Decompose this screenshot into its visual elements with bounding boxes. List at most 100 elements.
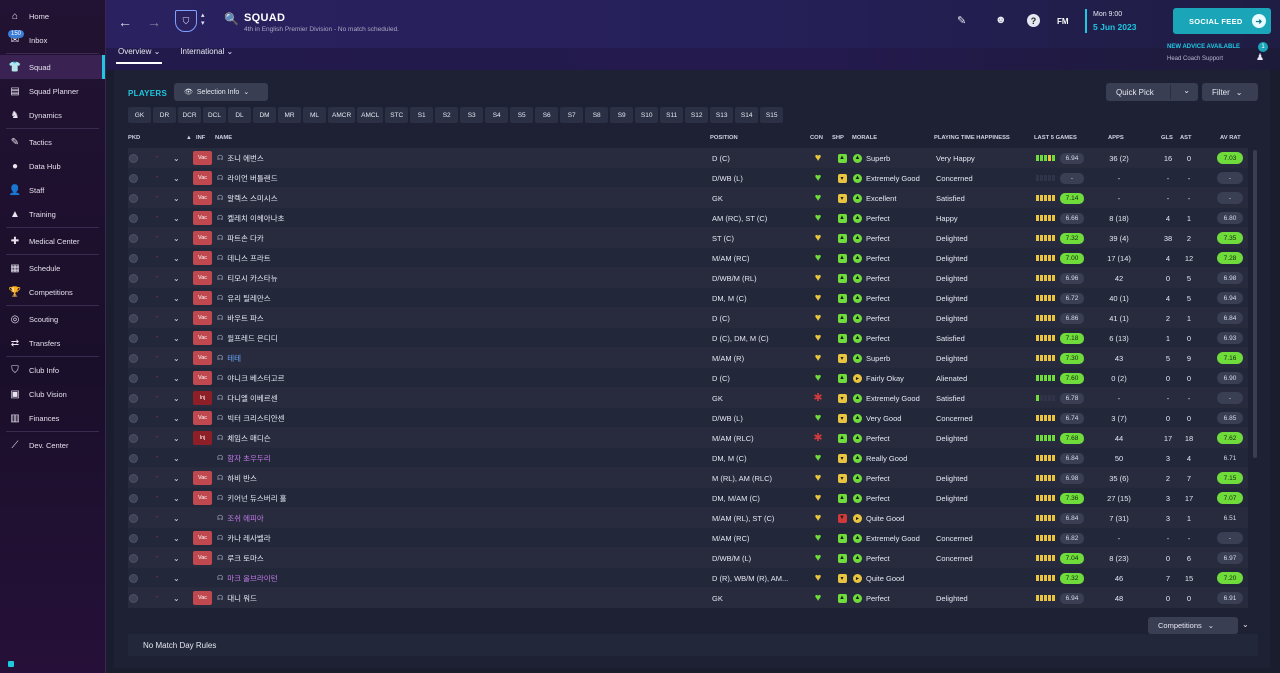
row-expand-chevron-icon[interactable]: ⌄ — [173, 553, 180, 563]
tab-overview[interactable]: Overview ⌄ — [116, 44, 163, 64]
pick-circle-icon[interactable] — [129, 193, 138, 203]
edit-icon[interactable]: ✎ — [957, 15, 967, 27]
sidebar-item-home[interactable]: ⌂ Home — [0, 4, 105, 28]
player-name[interactable]: 다니엘 이베르센 — [227, 393, 278, 403]
player-name-cell[interactable]: ☊ 야니크 베스터고르 — [217, 368, 285, 388]
position-filter-s6[interactable]: S6 — [535, 107, 559, 123]
sidebar-item-data-hub[interactable]: ● Data Hub — [0, 154, 105, 178]
row-expand-chevron-icon[interactable]: ⌄ — [173, 173, 180, 183]
col-pth[interactable]: PLAYING TIME HAPPINESS — [934, 135, 1010, 141]
row-expand-chevron-icon[interactable]: ⌄ — [173, 193, 180, 203]
pkd-cell[interactable] — [129, 288, 138, 308]
advice-title[interactable]: NEW ADVICE AVAILABLE — [1167, 44, 1240, 50]
player-name[interactable]: 티모시 카스타뉴 — [227, 273, 278, 283]
row-expand-chevron-icon[interactable]: ⌄ — [173, 373, 180, 383]
table-row[interactable]: • ⌄ Vac ☊ 유리 틸레만스 DM, M (C) ♥ ▲ ▲ Perfect Delighte… — [128, 288, 1248, 308]
player-name-cell[interactable]: ☊ 루크 토마스 — [217, 548, 264, 568]
competitions-dropdown[interactable]: Competitions ⌄ — [1148, 617, 1238, 634]
player-name[interactable]: 마크 올브라이턴 — [227, 573, 278, 583]
position-filter-s10[interactable]: S10 — [635, 107, 659, 123]
col-shp[interactable]: SHP — [832, 135, 844, 141]
pick-circle-icon[interactable] — [129, 473, 138, 483]
player-name[interactable]: 유리 틸레만스 — [227, 293, 271, 303]
table-row[interactable]: • ⌄ Vac ☊ 루크 토마스 D/WB/M (L) ♥ ▲ ▲ Perfect Concerne… — [128, 548, 1248, 568]
player-name-cell[interactable]: ☊ 조쉬 에피아 — [217, 508, 264, 528]
pick-circle-icon[interactable] — [129, 553, 138, 563]
player-name-cell[interactable]: ☊ 키어넌 듀스버리 홀 — [217, 488, 287, 508]
col-position[interactable]: POSITION — [710, 135, 738, 141]
help-icon[interactable]: ? — [1027, 14, 1040, 27]
table-row[interactable]: • ⌄ Vac ☊ 키어넌 듀스버리 홀 DM, M/AM (C) ♥ ▲ ▲ Perfect De… — [128, 488, 1248, 508]
row-expand-chevron-icon[interactable]: ⌄ — [173, 253, 180, 263]
position-filter-mr[interactable]: MR — [278, 107, 301, 123]
table-row[interactable]: • ⌄ Vac ☊ 빅터 크리스티안센 D/WB (L) ♥ ▾ ▲ Very Good Conce… — [128, 408, 1248, 428]
table-row[interactable]: • ⌄ Vac ☊ 라이언 버틀랜드 D/WB (L) ♥ ▾ ▲ Extremely Good C… — [128, 168, 1248, 188]
table-row[interactable]: • ⌄ Vac ☊ 조니 에번스 D (C) ♥ ▲ ▲ Superb Very Happy 6.94… — [128, 148, 1248, 168]
pkd-cell[interactable] — [129, 268, 138, 288]
position-filter-s15[interactable]: S15 — [760, 107, 784, 123]
sidebar-item-scouting[interactable]: ◎ Scouting — [0, 307, 105, 331]
community-icon[interactable]: ☻ — [995, 14, 1007, 26]
player-name[interactable]: 테테 — [227, 353, 242, 363]
table-row[interactable]: • ⌄ Vac ☊ 카나 레사벨라 M/AM (RC) ♥ ▲ ▲ Extremely Good C… — [128, 528, 1248, 548]
scrollbar[interactable] — [1253, 150, 1257, 458]
pkd-cell[interactable] — [129, 388, 138, 408]
quick-pick-button[interactable]: Quick Pick ⌄ — [1106, 83, 1198, 101]
row-expand-chevron-icon[interactable]: ⌄ — [173, 313, 180, 323]
pick-circle-icon[interactable] — [129, 293, 138, 303]
row-expand-chevron-icon[interactable]: ⌄ — [173, 213, 180, 223]
player-name[interactable]: 체임스 매디슨 — [227, 433, 271, 443]
player-name-cell[interactable]: ☊ 카나 레사벨라 — [217, 528, 271, 548]
position-filter-dm[interactable]: DM — [253, 107, 276, 123]
position-filter-s13[interactable]: S13 — [710, 107, 734, 123]
row-expand-chevron-icon[interactable]: ⌄ — [173, 413, 180, 423]
pick-circle-icon[interactable] — [129, 253, 138, 263]
tab-international[interactable]: International ⌄ — [180, 47, 234, 56]
pkd-cell[interactable] — [129, 188, 138, 208]
position-filter-s7[interactable]: S7 — [560, 107, 584, 123]
position-filter-gk[interactable]: GK — [128, 107, 151, 123]
pick-circle-icon[interactable] — [129, 453, 138, 463]
row-expand-chevron-icon[interactable]: ⌄ — [173, 433, 180, 443]
match-day-rules[interactable]: No Match Day Rules — [128, 634, 1258, 656]
pick-circle-icon[interactable] — [129, 353, 138, 363]
table-row[interactable]: • ⌄ ☊ 마크 올브라이턴 D (R), WB/M (R), AM... ♥ ▾ ▸ Quit… — [128, 568, 1248, 588]
col-pkd[interactable]: PKD — [128, 135, 141, 141]
player-name[interactable]: 함자 초우두리 — [227, 453, 271, 463]
pick-circle-icon[interactable] — [129, 393, 138, 403]
table-row[interactable]: • ⌄ Vac ☊ 대니 워드 GK ♥ ▲ ▲ Perfect Delighted 6.94 48 0 0… — [128, 588, 1248, 608]
table-row[interactable]: • ⌄ ☊ 조쉬 에피아 M/AM (RL), ST (C) ♥ ▼ ▸ Quite Good 6… — [128, 508, 1248, 528]
player-name-cell[interactable]: ☊ 티모시 카스타뉴 — [217, 268, 278, 288]
row-expand-chevron-icon[interactable]: ⌄ — [173, 493, 180, 503]
player-name[interactable]: 파트손 다카 — [227, 233, 264, 243]
col-con[interactable]: CON — [810, 135, 823, 141]
row-expand-chevron-icon[interactable]: ⌄ — [173, 573, 180, 583]
player-name-cell[interactable]: ☊ 테테 — [217, 348, 241, 368]
table-row[interactable]: • ⌄ Vac ☊ 바우트 파스 D (C) ♥ ▲ ▲ Perfect Delighted 6.86… — [128, 308, 1248, 328]
table-row[interactable]: • ⌄ Inj ☊ 다니엘 이베르센 GK ✱ ▾ ▲ Extremely Good Satisfi… — [128, 388, 1248, 408]
pkd-cell[interactable] — [129, 428, 138, 448]
sidebar-item-tactics[interactable]: ✎ Tactics — [0, 130, 105, 154]
col-inf[interactable]: INF — [196, 135, 206, 141]
filter-button[interactable]: Filter ⌄ — [1202, 83, 1258, 101]
pkd-cell[interactable] — [129, 328, 138, 348]
row-expand-chevron-icon[interactable]: ⌄ — [173, 453, 180, 463]
pkd-cell[interactable] — [129, 568, 138, 588]
row-expand-chevron-icon[interactable]: ⌄ — [173, 353, 180, 363]
pick-circle-icon[interactable] — [129, 273, 138, 283]
player-name-cell[interactable]: ☊ 대니 워드 — [217, 588, 257, 608]
table-row[interactable]: • ⌄ Vac ☊ 데니스 프라트 M/AM (RC) ♥ ▲ ▲ Perfect Delighte… — [128, 248, 1248, 268]
player-name-cell[interactable]: ☊ 체임스 매디슨 — [217, 428, 271, 448]
sidebar-item-dev-center[interactable]: ⟋ Dev. Center — [0, 433, 105, 457]
fm-logo[interactable]: FM — [1057, 17, 1069, 26]
player-name-cell[interactable]: ☊ 라이언 버틀랜드 — [217, 168, 278, 188]
player-name[interactable]: 조니 에번스 — [227, 153, 264, 163]
table-row[interactable]: • ⌄ Inj ☊ 체임스 매디슨 M/AM (RLC) ✱ ▲ ▲ Perfect Delight… — [128, 428, 1248, 448]
table-row[interactable]: • ⌄ Vac ☊ 하비 반스 M (RL), AM (RLC) ♥ ▾ ▲ Perfect Del… — [128, 468, 1248, 488]
sidebar-item-squad-planner[interactable]: ▤ Squad Planner — [0, 79, 105, 103]
pick-circle-icon[interactable] — [129, 593, 138, 603]
row-expand-chevron-icon[interactable]: ⌄ — [173, 513, 180, 523]
pick-circle-icon[interactable] — [129, 413, 138, 423]
table-row[interactable]: • ⌄ Vac ☊ 야니크 베스터고르 D (C) ♥ ▲ ▸ Fairly Okay Aliena… — [128, 368, 1248, 388]
pkd-cell[interactable] — [129, 508, 138, 528]
